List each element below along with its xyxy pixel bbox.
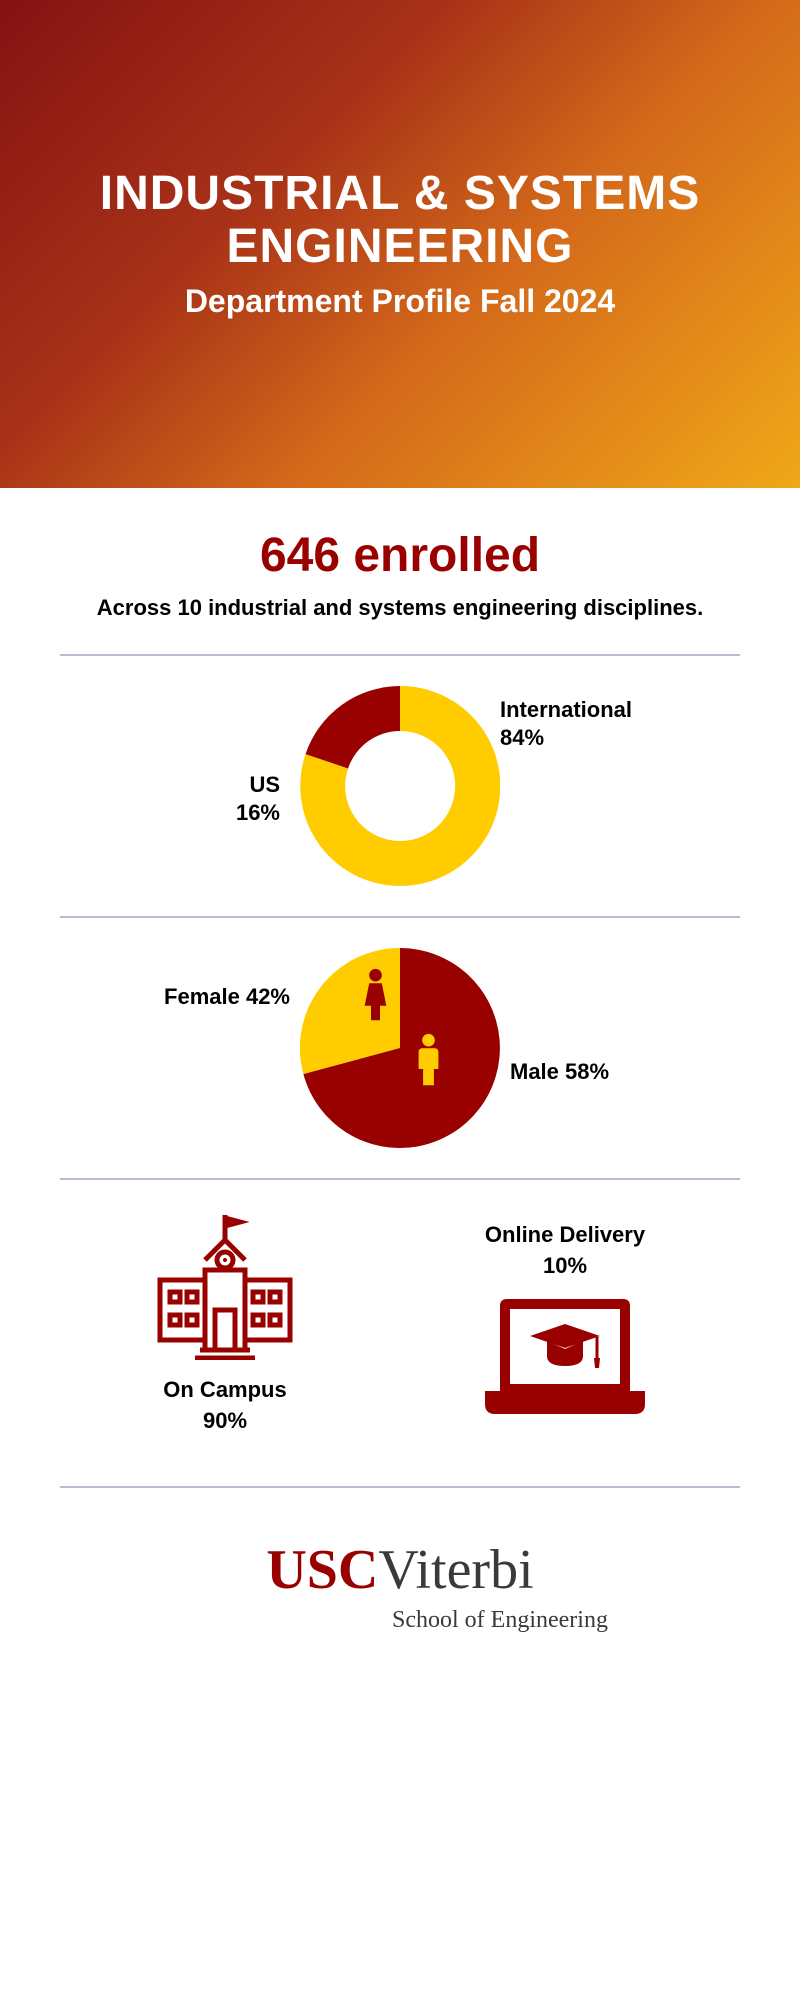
- usc-viterbi-logo: USCViterbi: [60, 1538, 740, 1602]
- origin-chart-section: International 84% US 16%: [0, 656, 800, 916]
- department-subtitle: Department Profile Fall 2024: [185, 283, 615, 320]
- logo-subtitle: School of Engineering: [60, 1607, 740, 1634]
- enrolled-count: 646 enrolled: [60, 528, 740, 583]
- enrolled-section: 646 enrolled Across 10 industrial and sy…: [0, 488, 800, 654]
- logo-usc-text: USC: [266, 1539, 378, 1601]
- online-item: Online Delivery 10%: [475, 1220, 655, 1427]
- enrolled-description: Across 10 industrial and systems enginee…: [60, 593, 740, 624]
- label-international: International 84%: [500, 696, 660, 753]
- logo-viterbi-text: Viterbi: [378, 1539, 533, 1601]
- department-title: INDUSTRIAL & SYSTEMS ENGINEERING: [50, 168, 750, 274]
- donut-svg: [300, 686, 500, 886]
- on-campus-item: On Campus 90%: [145, 1210, 305, 1437]
- gender-pie-chart: Female 42% Male 58%: [300, 948, 500, 1148]
- on-campus-label: On Campus 90%: [163, 1375, 286, 1437]
- online-label: Online Delivery 10%: [485, 1220, 645, 1282]
- logo-section: USCViterbi School of Engineering: [0, 1488, 800, 1734]
- label-female: Female 42%: [140, 983, 290, 1012]
- donut-segment-us: [306, 686, 400, 768]
- gender-chart-section: Female 42% Male 58%: [0, 918, 800, 1178]
- label-us: US 16%: [210, 771, 280, 828]
- delivery-section: On Campus 90% Online Delivery 10%: [0, 1180, 800, 1487]
- laptop-graduation-icon: [475, 1296, 655, 1426]
- campus-building-icon: [145, 1210, 305, 1360]
- origin-donut-chart: International 84% US 16%: [300, 686, 500, 886]
- header-section: INDUSTRIAL & SYSTEMS ENGINEERING Departm…: [0, 0, 800, 488]
- pie-svg: [300, 948, 500, 1148]
- label-male: Male 58%: [510, 1058, 660, 1087]
